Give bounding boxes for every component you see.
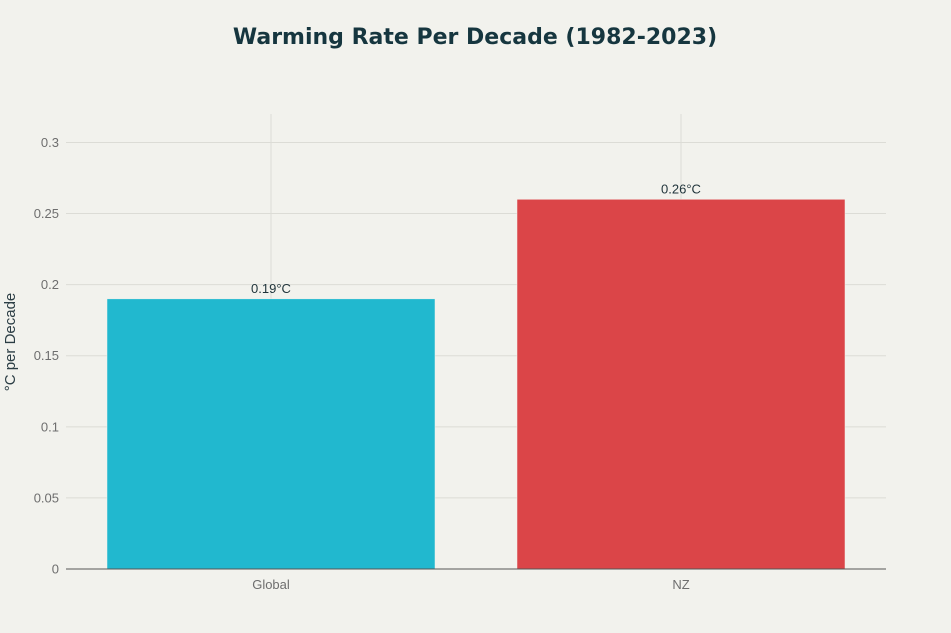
bar-nz — [516, 199, 846, 570]
bars — [106, 199, 846, 570]
y-tick-label: 0.2 — [41, 277, 59, 292]
y-axis-ticks: 0 0.05 0.1 0.15 0.2 0.25 0.3 — [34, 135, 59, 577]
chart-title: Warming Rate Per Decade (1982-2023) — [233, 25, 717, 50]
x-tick-label: NZ — [672, 577, 689, 592]
data-label: 0.19°C — [251, 281, 291, 296]
bar-global — [106, 298, 436, 570]
x-axis-ticks: Global NZ — [252, 577, 690, 592]
data-label: 0.26°C — [661, 181, 701, 196]
y-tick-label: 0.05 — [34, 490, 59, 505]
y-tick-label: 0.3 — [41, 135, 59, 150]
y-axis-title: °C per Decade — [2, 293, 19, 392]
data-labels: 0.19°C 0.26°C — [251, 181, 701, 296]
y-tick-label: 0.25 — [34, 206, 59, 221]
y-tick-label: 0.15 — [34, 348, 59, 363]
x-tick-label: Global — [252, 577, 290, 592]
y-tick-label: 0.1 — [41, 419, 59, 434]
y-tick-label: 0 — [52, 562, 59, 577]
